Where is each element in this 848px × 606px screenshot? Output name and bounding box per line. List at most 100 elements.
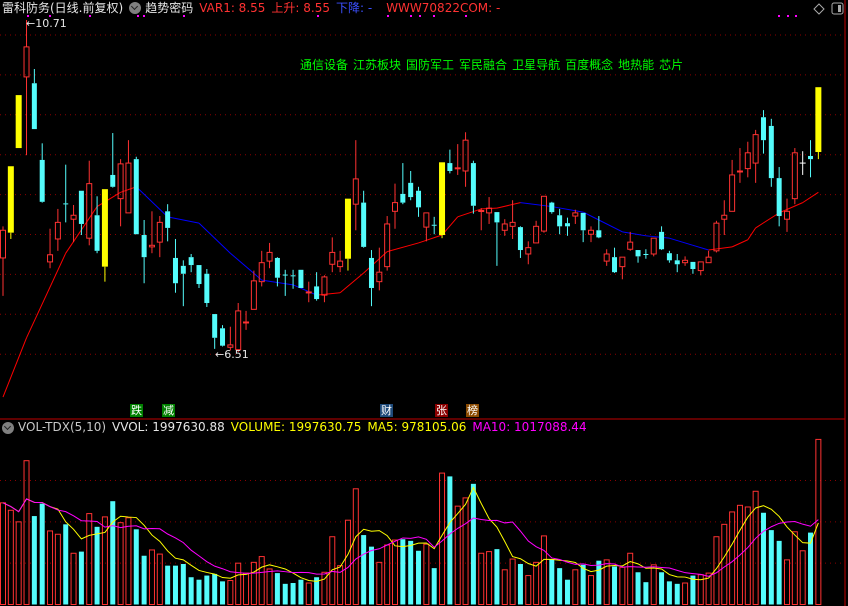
volume-bar — [603, 559, 610, 605]
candle — [86, 160, 93, 246]
candle — [47, 228, 54, 269]
candle-body — [713, 222, 720, 252]
candle-body — [540, 195, 547, 232]
diamond-icon[interactable] — [813, 3, 825, 15]
sector-tag[interactable]: 江苏板块 — [353, 58, 402, 72]
candle-body — [666, 253, 672, 261]
candle-body — [117, 163, 124, 200]
marker-dot — [795, 15, 797, 17]
candle — [478, 208, 485, 231]
candle-body — [549, 202, 555, 213]
candle — [815, 87, 822, 160]
volume-bar — [557, 568, 563, 605]
candle-body — [204, 273, 210, 304]
sector-tag[interactable]: 军民融合 — [459, 58, 508, 72]
candle — [376, 247, 383, 291]
volume-bar — [329, 536, 336, 605]
trend-line-segment — [802, 191, 819, 204]
sector-tag[interactable]: 芯片 — [659, 58, 684, 72]
volume-bar — [63, 524, 69, 605]
candle — [729, 159, 736, 212]
volume-bar — [125, 517, 132, 606]
candle-body — [148, 244, 155, 248]
volume-bar — [808, 532, 814, 605]
volume-bar — [659, 572, 665, 605]
volume-bar — [650, 564, 657, 605]
candle — [148, 211, 155, 254]
signal-label-die[interactable]: 跌 — [130, 404, 143, 417]
trend-line-segment — [645, 235, 670, 239]
volume-bar — [54, 533, 61, 606]
indicator-name[interactable]: 趋势密码 — [145, 1, 194, 15]
volume-bar — [736, 504, 743, 605]
panel-toggle-icon[interactable] — [831, 2, 844, 15]
chevron-circle-icon[interactable] — [2, 421, 14, 434]
volume-bar — [7, 509, 14, 605]
candle — [627, 231, 634, 251]
volume-bar — [744, 506, 751, 605]
candle — [314, 272, 320, 301]
volume-bar — [674, 583, 680, 605]
sector-tags: 通信设备 江苏板块 国防军工 军民融合 卫星导航 百度概念 地热能 芯片 — [300, 56, 688, 73]
volume-indicator-name[interactable]: VOL-TDX(5,10) — [18, 420, 107, 434]
volume-bar — [258, 556, 265, 605]
candle-body — [744, 152, 751, 170]
candle-body — [282, 274, 288, 276]
candle — [666, 250, 672, 263]
sector-tag[interactable]: 卫星导航 — [512, 58, 561, 72]
candle-body — [580, 212, 586, 231]
volume-bar — [23, 460, 30, 605]
trend-line-segment — [96, 191, 121, 207]
candle-body — [384, 223, 391, 268]
candle — [384, 216, 391, 271]
trend-line-segment — [731, 239, 749, 248]
candle-body — [808, 155, 814, 160]
candle-body — [133, 159, 139, 235]
signal-label-bang[interactable]: 榜 — [466, 404, 479, 417]
marker-dot — [27, 15, 29, 17]
vvol-value: VVOL: 1997630.88 — [112, 420, 225, 434]
high-price-label: ←10.71 — [26, 17, 67, 30]
trend-line-segment — [167, 216, 200, 224]
sector-tag[interactable]: 国防军工 — [406, 58, 455, 72]
candle-body — [101, 189, 108, 267]
marker-dot — [419, 15, 421, 17]
signal-label-cai[interactable]: 财 — [380, 404, 393, 417]
sector-tag[interactable]: 地热能 — [618, 58, 655, 72]
candle — [470, 160, 476, 214]
candle — [721, 200, 728, 236]
candle-body — [0, 229, 6, 259]
volume-bar — [305, 582, 312, 605]
trend-line-segment — [198, 222, 231, 254]
candle — [549, 201, 555, 214]
candle-body — [70, 214, 77, 220]
volume-bar — [188, 577, 194, 605]
candle-body — [627, 241, 634, 250]
candle-body — [290, 275, 296, 277]
candle-body — [298, 269, 304, 288]
volume-bar — [462, 497, 469, 605]
candle — [352, 140, 359, 231]
candle-body — [243, 321, 250, 324]
candle-body — [674, 260, 680, 265]
chevron-circle-icon[interactable] — [129, 2, 142, 14]
trend-line-segment — [135, 186, 168, 218]
candle-body — [447, 163, 453, 171]
volume-bar — [384, 544, 391, 605]
candle-body — [94, 215, 100, 251]
volume-bar — [180, 564, 186, 605]
volume-bar — [282, 583, 288, 605]
volume-bar — [784, 559, 790, 605]
sector-tag[interactable]: 百度概念 — [565, 58, 614, 72]
volume-bar — [416, 550, 422, 605]
signal-label-jian[interactable]: 减 — [162, 404, 175, 417]
marker-dot — [89, 15, 91, 17]
signal-label-zhang[interactable]: 张 — [435, 404, 448, 417]
candle-body — [784, 210, 790, 220]
sector-tag[interactable]: 通信设备 — [300, 58, 349, 72]
candle-body — [494, 212, 500, 223]
candle-body — [557, 215, 563, 227]
ma5-value: MA5: 978105.06 — [367, 420, 467, 434]
volume-bar — [752, 490, 759, 605]
